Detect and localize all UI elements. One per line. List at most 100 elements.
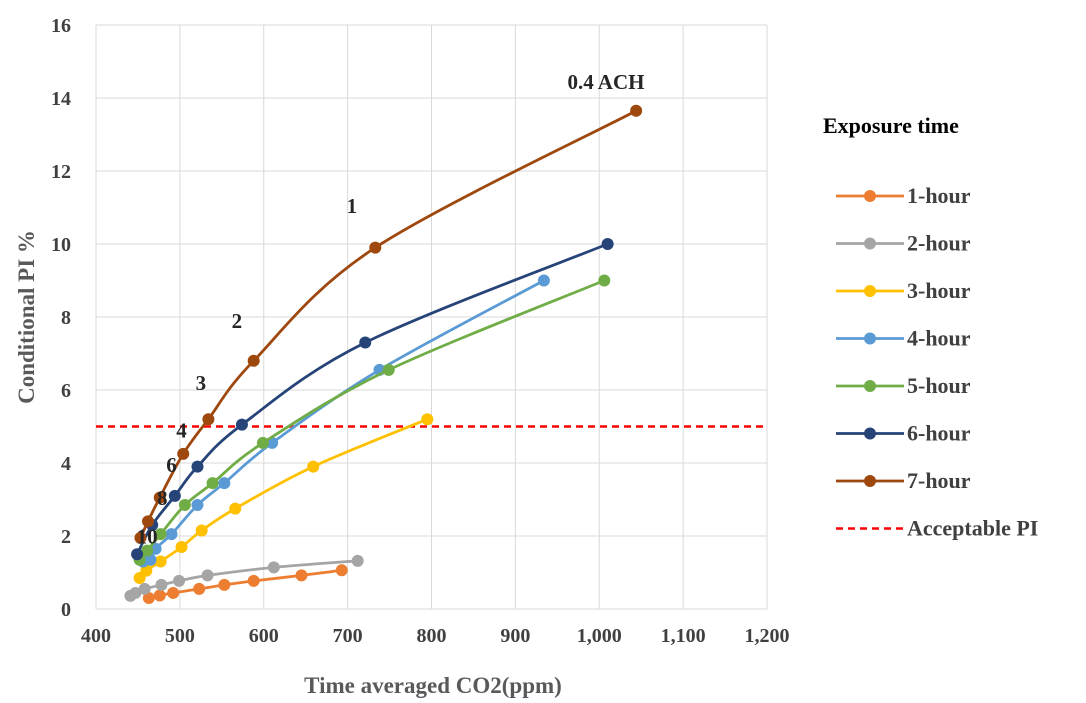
legend-label: 7-hour <box>907 468 971 493</box>
data-point <box>154 528 167 541</box>
data-point <box>155 578 168 591</box>
data-point <box>153 491 166 504</box>
data-point <box>140 564 153 577</box>
x-axis-title: Time averaged CO2(ppm) <box>304 673 562 698</box>
legend: Exposure time 1-hour 2-hour 3-hour 4-hour 5-h… <box>823 113 1038 541</box>
data-point <box>382 363 395 376</box>
series-6-hour <box>131 238 614 561</box>
data-point <box>168 489 181 502</box>
data-point <box>138 582 151 595</box>
y-tick-label: 14 <box>51 88 71 110</box>
y-tick-label: 10 <box>51 234 71 256</box>
x-tick-label: 800 <box>417 625 447 647</box>
legend-label: 2-hour <box>907 231 971 256</box>
data-point <box>247 354 260 367</box>
data-point <box>195 524 208 537</box>
legend-marker <box>864 332 876 345</box>
data-point <box>598 274 611 287</box>
data-point <box>369 241 382 254</box>
data-point <box>131 548 144 561</box>
y-tick-label: 16 <box>51 15 71 37</box>
series-5-hour <box>133 274 611 566</box>
data-point <box>201 569 214 582</box>
series-1-hour <box>142 564 348 605</box>
series-2-hour <box>124 554 364 602</box>
data-point <box>307 460 320 473</box>
annotation-label: 0.4 ACH <box>567 70 644 94</box>
data-point <box>601 238 614 250</box>
x-tick-label: 1,100 <box>661 625 706 647</box>
data-point <box>335 564 348 577</box>
legend-item-acceptable-pi: Acceptable PI <box>836 516 1038 541</box>
legend-marker <box>864 380 876 392</box>
legend-marker <box>864 427 876 440</box>
data-point <box>218 477 231 490</box>
annotation-label: 4 <box>176 418 187 442</box>
x-tick-label: 1,200 <box>745 625 790 647</box>
y-axis-title: Conditional PI % <box>14 230 39 404</box>
legend-label: Acceptable PI <box>907 516 1038 541</box>
legend-label: 1-hour <box>907 183 971 208</box>
data-point <box>141 544 154 557</box>
data-point <box>191 460 204 473</box>
y-tick-label: 4 <box>61 453 71 475</box>
annotation-label: 3 <box>196 371 207 395</box>
data-point <box>142 592 155 605</box>
annotation-label: 1 <box>347 194 358 218</box>
y-tick-label: 0 <box>61 599 71 621</box>
legend-label: 6-hour <box>907 421 971 446</box>
annotation-label: 8 <box>157 486 168 510</box>
data-point <box>218 578 231 591</box>
y-tick-label: 6 <box>61 380 71 402</box>
legend-label: 5-hour <box>907 373 971 398</box>
x-tick-label: 400 <box>81 625 111 647</box>
data-point <box>177 447 190 460</box>
data-point <box>129 586 142 599</box>
legend-marker <box>864 285 876 297</box>
series-line-3-hour <box>138 417 428 579</box>
data-point <box>191 498 204 511</box>
legend-item-7-hour: 7-hour <box>836 468 971 493</box>
legend-item-5-hour: 5-hour <box>836 373 971 398</box>
legend-title: Exposure time <box>823 113 959 138</box>
y-tick-label: 8 <box>61 307 71 329</box>
data-point <box>247 574 260 587</box>
axes: 400 500 600 700 800 900 1,000 1,100 1,2000246810… <box>51 15 790 647</box>
data-point <box>229 502 242 515</box>
x-tick-label: 500 <box>165 625 195 647</box>
data-point <box>173 574 186 587</box>
annotation-label: 10 <box>137 524 158 548</box>
data-point <box>351 554 364 567</box>
data-point <box>295 569 308 582</box>
data-point <box>178 498 191 511</box>
y-tick-label: 2 <box>61 526 71 548</box>
data-point <box>202 413 215 426</box>
x-tick-label: 600 <box>249 625 279 647</box>
series-line-7-hour <box>139 109 637 539</box>
legend-marker <box>864 237 876 250</box>
legend-item-4-hour: 4-hour <box>836 326 971 351</box>
data-point <box>630 104 643 117</box>
data-point <box>154 555 167 568</box>
legend-marker <box>864 475 876 487</box>
series-7-hour <box>134 104 643 544</box>
data-point <box>359 336 372 349</box>
data-point <box>206 477 219 490</box>
data-point <box>267 561 280 574</box>
x-tick-label: 1,000 <box>577 625 622 647</box>
data-point <box>193 582 206 595</box>
annotations: 0.4 ACH 1 2 34 6 8 10 <box>137 70 645 548</box>
data-point <box>256 436 269 449</box>
legend-item-6-hour: 6-hour <box>836 421 971 446</box>
legend-item-3-hour: 3-hour <box>836 278 971 303</box>
data-point <box>142 515 155 528</box>
data-point <box>144 553 157 566</box>
legend-label: 3-hour <box>907 278 971 303</box>
legend-item-1-hour: 1-hour <box>836 183 971 208</box>
data-point <box>421 413 434 426</box>
grid-lines <box>95 24 768 610</box>
data-point <box>167 586 180 599</box>
series-lines <box>124 104 643 605</box>
data-point <box>537 274 550 287</box>
